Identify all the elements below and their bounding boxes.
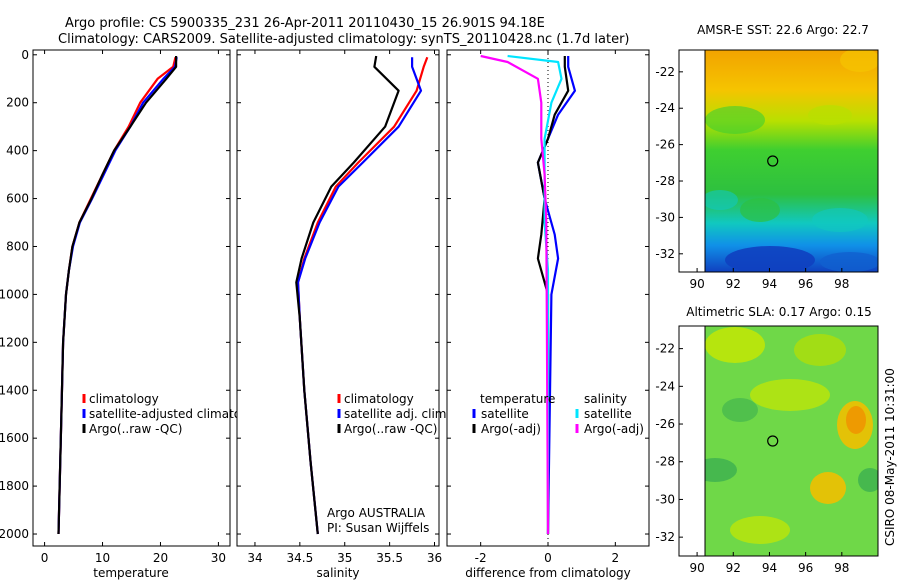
y-tick-label: -32 — [655, 530, 675, 544]
x-tick-label: 90 — [689, 277, 704, 291]
y-tick-label: -32 — [655, 247, 675, 261]
x-tick-label: 96 — [798, 561, 813, 575]
legend-label-temp-argo: Argo(-adj) — [481, 422, 541, 436]
x-tick-label: 94 — [762, 561, 777, 575]
x-tick-label: 10 — [95, 551, 110, 565]
y-tick-label: -24 — [655, 101, 675, 115]
y-tick-label: -24 — [655, 379, 675, 393]
figure-title-line1: Argo profile: CS 5900335_231 26-Apr-2011… — [65, 16, 545, 31]
sla-field-patches — [705, 327, 878, 544]
difference-profiles — [480, 54, 577, 535]
x-tick-label: 34 — [247, 551, 262, 565]
legend-label-climatology: climatology — [89, 392, 159, 406]
sst-field-patches — [705, 50, 878, 272]
y-tick-label: -22 — [655, 342, 675, 356]
x-tick-label: -2 — [475, 551, 487, 565]
y-tick-label: 800 — [6, 239, 29, 253]
legend-label-sal-argo: Argo(-adj) — [584, 422, 644, 436]
y-tick-label: -30 — [655, 492, 675, 506]
y-tick-label: 1400 — [0, 383, 29, 397]
y-tick-label: -26 — [655, 138, 675, 152]
salinity-ticks: 34 34.5 35 35.5 36 — [237, 50, 442, 565]
x-tick-label: 36 — [427, 551, 442, 565]
salinity-legend: climatology satellite adj. clim. Argo(..… — [337, 392, 450, 436]
x-tick-label: 92 — [726, 561, 741, 575]
y-tick-label: 2000 — [0, 527, 29, 541]
legend-label-satellite: satellite adj. clim. — [344, 407, 450, 421]
x-tick-label: 35.5 — [376, 551, 403, 565]
float-annotation-line2: PI: Susan Wijffels — [327, 521, 429, 535]
sst-field — [705, 50, 878, 272]
x-tick-label: 0 — [41, 551, 49, 565]
x-tick-label: 2 — [612, 551, 620, 565]
legend-label-argo: Argo(..raw -QC) — [89, 422, 182, 436]
y-tick-label: 1800 — [0, 479, 29, 493]
salinity-panel: 34 34.5 35 35.5 36 salinity climatology sate… — [236, 49, 450, 580]
figure-title-line2: Climatology: CARS2009. Satellite-adjuste… — [58, 32, 630, 47]
x-tick-label: 98 — [834, 277, 849, 291]
x-tick-label: 94 — [762, 277, 777, 291]
y-tick-label: 1000 — [0, 287, 29, 301]
difference-xlabel: difference from climatology — [465, 566, 631, 580]
float-annotation-line1: Argo AUSTRALIA — [327, 506, 426, 520]
sla-map-title: Altimetric SLA: 0.17 Argo: 0.15 — [686, 305, 871, 319]
x-tick-label: 20 — [153, 551, 168, 565]
difference-legend: temperature satellite Argo(-adj) salinit… — [472, 392, 644, 436]
x-tick-label: 35 — [337, 551, 352, 565]
temperature-profiles — [57, 56, 178, 535]
y-tick-label: -22 — [655, 65, 675, 79]
argo-location-marker — [767, 435, 779, 447]
salinity-xlabel: salinity — [316, 566, 359, 580]
y-tick-label: 600 — [6, 192, 29, 206]
temperature-ticks: 0 10 20 30 0 200 400 600 800 1000 1200 1400 1600 1800… — [0, 48, 230, 565]
y-tick-label: -30 — [655, 210, 675, 224]
argo-location-marker — [767, 155, 779, 167]
x-tick-label: 30 — [211, 551, 226, 565]
temperature-panel: 0 10 20 30 0 200 400 600 800 1000 1200 1400 1600 1800… — [0, 48, 267, 580]
y-tick-label: 400 — [6, 144, 29, 158]
x-tick-label: 0 — [544, 551, 552, 565]
y-tick-label: -28 — [655, 455, 675, 469]
y-tick-label: 0 — [21, 48, 29, 62]
legend-label-argo: Argo(..raw -QC) — [344, 422, 437, 436]
legend-title-salinity: salinity — [584, 392, 627, 406]
legend-label-temp-satellite: satellite — [481, 407, 529, 421]
legend-label-satellite: satellite-adjusted climatology — [89, 407, 267, 421]
sst-map-ticks: 90 92 94 96 98 -22 -24 -26 -28 -30 -32 — [655, 65, 849, 291]
temperature-xlabel: temperature — [93, 566, 168, 580]
x-tick-label: 98 — [834, 561, 849, 575]
legend-label-climatology: climatology — [344, 392, 414, 406]
y-tick-label: -26 — [655, 417, 675, 431]
series-line-argo-raw-qc — [295, 55, 400, 535]
x-tick-label: 34.5 — [286, 551, 313, 565]
sst-map-frame — [678, 49, 879, 273]
series-line-salinity-argo-adj — [480, 54, 550, 535]
sst-map-panel: AMSR-E SST: 22.6 Argo: 22.7 90 92 94 96 98 -2… — [655, 23, 879, 291]
legend-title-temperature: temperature — [480, 392, 555, 406]
sla-map-panel: Altimetric SLA: 0.17 Argo: 0.15 90 92 94 96… — [655, 305, 879, 575]
y-tick-label: 1200 — [0, 335, 29, 349]
x-tick-label: 90 — [689, 561, 704, 575]
sla-map-ticks: 90 92 94 96 98 -22 -24 -26 -28 -30 -32 — [655, 342, 849, 575]
side-timestamp: CSIRO 08-May-2011 10:31:00 — [883, 368, 897, 546]
temperature-legend: climatology satellite-adjusted climatolo… — [82, 392, 267, 436]
series-line-argo-raw-qc — [57, 56, 178, 535]
salinity-axes-frame — [236, 49, 440, 547]
difference-ticks: -2 0 2 — [447, 50, 649, 565]
sst-map-title: AMSR-E SST: 22.6 Argo: 22.7 — [697, 23, 869, 37]
y-tick-label: 1600 — [0, 431, 29, 445]
sla-map-frame — [678, 325, 879, 557]
salinity-profiles — [295, 55, 429, 535]
legend-label-sal-satellite: satellite — [584, 407, 632, 421]
y-tick-label: -28 — [655, 174, 675, 188]
difference-panel: -2 0 2 difference from climatology tempera… — [446, 49, 650, 580]
y-tick-label: 200 — [6, 96, 29, 110]
x-tick-label: 92 — [726, 277, 741, 291]
x-tick-label: 96 — [798, 277, 813, 291]
series-line-temperature-argo-adj — [536, 56, 570, 534]
